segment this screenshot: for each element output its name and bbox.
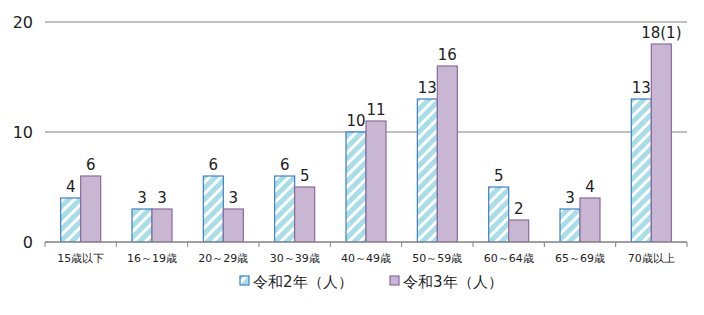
x-tick xyxy=(401,242,402,247)
x-tick xyxy=(473,242,474,247)
x-tick xyxy=(45,242,46,247)
data-label: 10 xyxy=(346,112,365,130)
data-label: 3 xyxy=(565,189,575,207)
data-label: 11 xyxy=(366,101,385,119)
bar xyxy=(295,187,315,242)
bar xyxy=(61,198,81,242)
legend-label: 令和3年（人） xyxy=(403,273,503,291)
bars xyxy=(61,44,672,242)
legend-label: 令和2年（人） xyxy=(253,273,353,291)
data-labels: 436610135313633511162418(1) xyxy=(66,24,682,218)
x-tick-label: 20～29歳 xyxy=(198,252,248,265)
data-label: 5 xyxy=(494,167,504,185)
bar xyxy=(560,209,580,242)
grid-line xyxy=(45,22,687,23)
data-label: 18(1) xyxy=(641,24,681,42)
data-label: 4 xyxy=(585,178,595,196)
data-label: 4 xyxy=(66,178,76,196)
bar xyxy=(489,187,509,242)
data-label: 5 xyxy=(300,167,310,185)
x-tick xyxy=(330,242,331,247)
grid-line xyxy=(45,242,687,243)
data-label: 6 xyxy=(86,156,96,174)
x-tick xyxy=(544,242,545,247)
data-label: 13 xyxy=(632,79,651,97)
chart: 01020436610135313633511162418(1)15歳以下16～… xyxy=(0,0,704,315)
legend: 令和2年（人） 令和3年（人） xyxy=(240,273,503,291)
x-tick xyxy=(615,242,616,247)
y-tick-label: 0 xyxy=(23,233,33,252)
x-tick-label: 50～59歳 xyxy=(412,252,462,265)
x-tick-label: 40～49歳 xyxy=(341,252,391,265)
bar xyxy=(223,209,243,242)
x-tick xyxy=(187,242,188,247)
bar xyxy=(346,132,366,242)
data-label: 6 xyxy=(280,156,290,174)
x-tick-label: 16～19歳 xyxy=(127,252,177,265)
bar xyxy=(580,198,600,242)
data-label: 3 xyxy=(137,189,147,207)
x-tick-label: 15歳以下 xyxy=(57,252,104,265)
x-tick-label: 60～64歳 xyxy=(484,252,534,265)
bar xyxy=(651,44,671,242)
bar xyxy=(81,176,101,242)
bar xyxy=(275,176,295,242)
bar xyxy=(509,220,529,242)
bar xyxy=(437,66,457,242)
x-tick-label: 30～39歳 xyxy=(270,252,320,265)
data-label: 6 xyxy=(209,156,219,174)
x-tick xyxy=(687,242,688,247)
data-label: 3 xyxy=(229,189,239,207)
x-tick-label: 70歳以上 xyxy=(628,252,675,265)
data-label: 13 xyxy=(418,79,437,97)
x-tick-label: 65～69歳 xyxy=(555,252,605,265)
data-label: 2 xyxy=(514,200,524,218)
x-tick xyxy=(116,242,117,247)
legend-swatch xyxy=(240,276,249,285)
data-label: 3 xyxy=(157,189,167,207)
x-axis xyxy=(45,242,687,243)
bar xyxy=(417,99,437,242)
bar xyxy=(132,209,152,242)
bar xyxy=(203,176,223,242)
bar xyxy=(631,99,651,242)
data-label: 16 xyxy=(438,46,457,64)
bar xyxy=(366,121,386,242)
legend-swatch xyxy=(390,276,399,285)
x-tick xyxy=(259,242,260,247)
y-tick-label: 10 xyxy=(13,123,33,142)
y-tick-label: 20 xyxy=(13,13,33,32)
bar xyxy=(152,209,172,242)
